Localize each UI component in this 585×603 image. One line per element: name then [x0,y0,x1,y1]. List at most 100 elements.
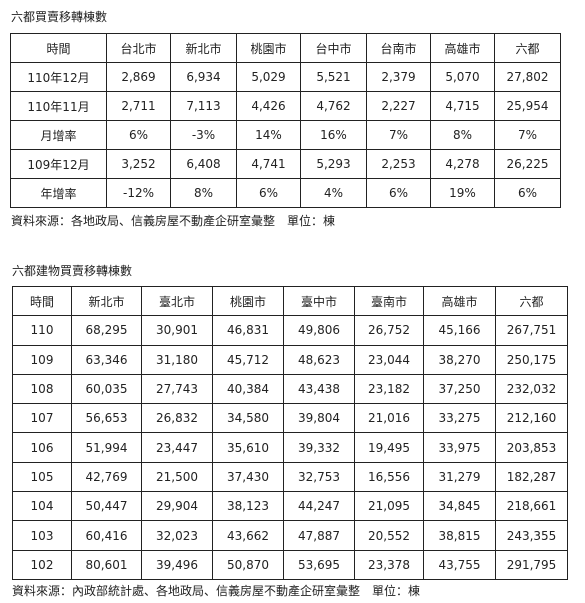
column-header: 臺南市 [354,285,424,317]
value-cell: -12% [106,178,171,208]
column-header: 時間 [12,285,72,317]
column-header: 台北市 [106,33,171,63]
value-cell: 8% [430,120,495,150]
value-cell: 47,887 [283,520,355,551]
value-cell: 7% [366,120,431,150]
row-label-cell: 107 [12,403,72,434]
value-cell: 43,438 [283,373,355,405]
value-cell: 4,426 [236,91,301,121]
value-cell: 31,279 [423,461,496,493]
value-cell: 60,035 [71,373,142,405]
value-cell: 21,500 [141,461,213,493]
value-cell: 14% [236,120,301,150]
value-cell: 6,934 [170,62,237,92]
value-cell: 60,416 [71,520,142,551]
row-label-cell: 110年11月 [10,91,107,121]
value-cell: 27,743 [141,373,213,405]
value-cell: 4,278 [430,149,495,179]
value-cell: 16,556 [354,461,424,493]
value-cell: 232,032 [495,373,568,405]
value-cell: 32,023 [141,520,213,551]
row-label-cell: 103 [12,520,72,551]
value-cell: 45,166 [423,315,496,346]
value-cell: 50,870 [212,549,284,580]
value-cell: 21,016 [354,403,424,434]
value-cell: 48,623 [283,344,355,375]
table-row: 105 42,769 21,500 37,430 32,753 16,556 31,279 1… [12,461,568,493]
value-cell: 43,755 [423,549,496,580]
value-cell: 2,869 [106,62,171,92]
value-cell: 6% [366,178,431,208]
transfer-table-monthly: 時間 台北市 新北市 桃園市 台中市 台南市 高雄市 六都 110年12月 2,869 6,934 5… [10,33,561,208]
value-cell: 7% [494,120,561,150]
table-row: 102 80,601 39,496 50,870 53,695 23,378 43,755 2… [12,549,568,580]
column-header: 高雄市 [423,285,496,317]
value-cell: 4% [300,178,367,208]
table1-title: 六都買賣移轉棟數 [11,10,108,24]
value-cell: 6% [106,120,171,150]
row-label-cell: 104 [12,491,72,522]
value-cell: 38,123 [212,491,284,522]
value-cell: 43,662 [212,520,284,551]
value-cell: 68,295 [71,315,142,346]
value-cell: 291,795 [495,549,568,580]
value-cell: 31,180 [141,344,213,375]
value-cell: 23,378 [354,549,424,580]
value-cell: 6% [494,178,561,208]
column-header: 時間 [10,33,107,63]
value-cell: 50,447 [71,491,142,522]
value-cell: 19,495 [354,432,424,463]
value-cell: 4,715 [430,91,495,121]
value-cell: 37,430 [212,461,284,493]
value-cell: 25,954 [494,91,561,121]
value-cell: 33,275 [423,403,496,434]
value-cell: 23,044 [354,344,424,375]
row-label-cell: 109年12月 [10,149,107,179]
row-label-cell: 110年12月 [10,62,107,92]
table-row: 108 60,035 27,743 40,384 43,438 23,182 37,250 2… [12,373,568,405]
table2-body: 時間 新北市 臺北市 桃園市 臺中市 臺南市 高雄市 六都 110 68,295 30,901 46,… [12,285,568,580]
value-cell: 32,753 [283,461,355,493]
table-row: 104 50,447 29,904 38,123 44,247 21,095 34,845 2… [12,491,568,522]
table-row: 110 68,295 30,901 46,831 49,806 26,752 45,166 2… [12,315,568,346]
value-cell: 80,601 [71,549,142,580]
value-cell: 182,287 [495,461,568,493]
table2-title: 六都建物買賣移轉棟數 [12,264,133,278]
value-cell: 243,355 [495,520,568,551]
value-cell: 39,332 [283,432,355,463]
column-header: 臺中市 [283,285,355,317]
row-label-cell: 105 [12,461,72,493]
table-row: 106 51,994 23,447 35,610 39,332 19,495 33,975 2… [12,432,568,463]
value-cell: -3% [170,120,237,150]
table1-source-note: 資料來源：各地政局、信義房屋不動產企研室彙整 單位：棟 [11,214,336,228]
column-header: 高雄市 [430,33,495,63]
value-cell: 39,804 [283,403,355,434]
value-cell: 56,653 [71,403,142,434]
column-header: 六都 [495,285,568,317]
value-cell: 218,661 [495,491,568,522]
row-label-cell: 110 [12,315,72,346]
row-label-cell: 年增率 [10,178,107,208]
value-cell: 5,521 [300,62,367,92]
value-cell: 49,806 [283,315,355,346]
column-header: 台南市 [366,33,431,63]
value-cell: 203,853 [495,432,568,463]
value-cell: 38,270 [423,344,496,375]
value-cell: 2,253 [366,149,431,179]
value-cell: 4,741 [236,149,301,179]
table-row: 年增率 -12% 8% 6% 4% 6% 19% 6% [10,178,561,208]
column-header: 新北市 [71,285,142,317]
value-cell: 30,901 [141,315,213,346]
table-row: 110年11月 2,711 7,113 4,426 4,762 2,227 4,715 25,… [10,91,561,121]
value-cell: 19% [430,178,495,208]
value-cell: 2,379 [366,62,431,92]
table-row: 110年12月 2,869 6,934 5,029 5,521 2,379 5,070 27,… [10,62,561,92]
value-cell: 16% [300,120,367,150]
table-row: 107 56,653 26,832 34,580 39,804 21,016 33,275 2… [12,403,568,434]
value-cell: 3,252 [106,149,171,179]
value-cell: 33,975 [423,432,496,463]
value-cell: 45,712 [212,344,284,375]
value-cell: 5,293 [300,149,367,179]
value-cell: 6,408 [170,149,237,179]
row-label-cell: 102 [12,549,72,580]
